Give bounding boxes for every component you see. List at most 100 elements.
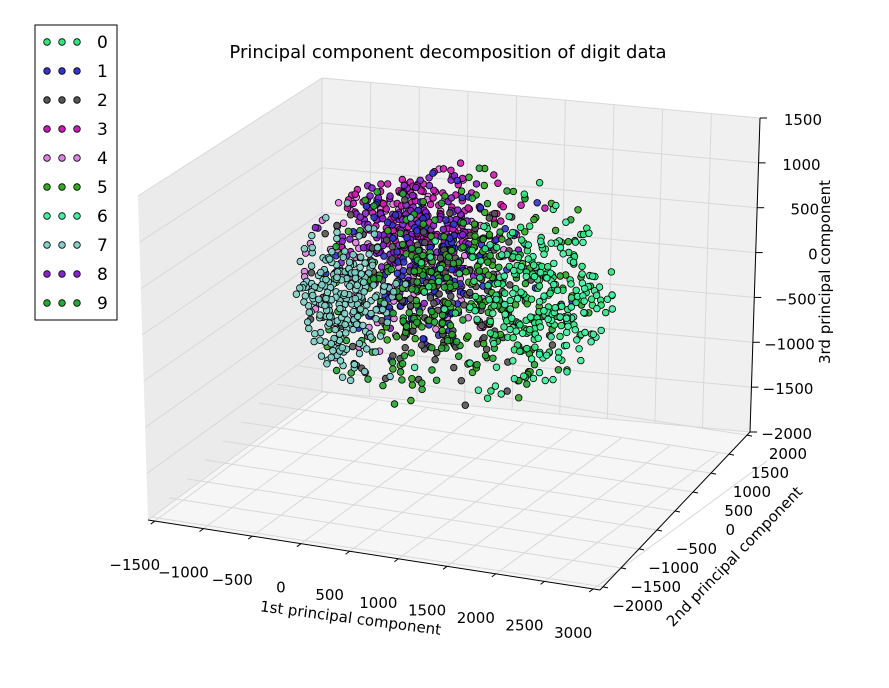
- scatter-point-digit-8: [459, 230, 467, 239]
- scatter-point-digit-7: [308, 231, 316, 240]
- scatter-point-digit-6: [579, 238, 587, 247]
- scatter-point-digit-5: [448, 330, 456, 339]
- scatter-point-digit-7: [359, 321, 367, 330]
- scatter-point-digit-3: [456, 159, 465, 167]
- scatter-point-digit-0: [557, 321, 565, 330]
- scatter-point-digit-0: [506, 296, 514, 305]
- scatter-point-digit-2: [457, 377, 465, 385]
- scatter-point-digit-7: [370, 230, 379, 238]
- scatter-point-digit-6: [563, 368, 571, 376]
- scatter-point-digit-6: [534, 334, 542, 342]
- z-tick-label: −1500: [763, 380, 814, 398]
- scatter-point-digit-8: [472, 180, 481, 188]
- scatter-point-digit-6: [519, 329, 527, 337]
- legend-marker: [73, 299, 81, 307]
- scatter-point-digit-5: [470, 220, 479, 228]
- scatter-point-digit-7: [304, 318, 312, 326]
- scatter-point-digit-8: [361, 209, 370, 217]
- scatter-point-digit-7: [380, 282, 388, 290]
- legend-marker: [43, 212, 51, 220]
- scatter-point-digit-0: [494, 279, 502, 288]
- scatter-point-digit-6: [490, 339, 498, 348]
- scatter-point-digit-9: [523, 380, 531, 388]
- legend-marker: [58, 125, 66, 133]
- scatter-point-digit-9: [431, 216, 439, 224]
- scatter-point-digit-7: [355, 232, 363, 240]
- scatter-point-digit-6: [589, 330, 598, 338]
- scatter-point-digit-0: [544, 263, 552, 271]
- y-tick-label: 500: [724, 502, 753, 520]
- scatter-point-digit-6: [608, 291, 616, 299]
- y-gridline: [258, 402, 712, 474]
- scatter-point-digit-0: [607, 268, 616, 276]
- scatter-point-digit-6: [571, 326, 579, 334]
- scatter-point-digit-4: [334, 199, 343, 207]
- scatter-point-digit-5: [446, 321, 455, 330]
- scatter-point-digit-5: [441, 192, 449, 200]
- x-tick-mark: [150, 520, 156, 525]
- scatter-point-digit-7: [322, 294, 330, 303]
- scatter-point-digit-7: [357, 270, 366, 278]
- scatter-point-digit-7: [333, 228, 341, 236]
- scatter-point-digit-6: [536, 268, 545, 277]
- legend-marker: [58, 270, 66, 278]
- scatter-point-digit-7: [349, 250, 357, 259]
- y-tick-mark: [710, 472, 717, 475]
- legend-marker: [73, 38, 81, 46]
- scatter-point-digit-7: [355, 349, 364, 358]
- scatter-point-digit-2: [388, 243, 396, 251]
- scatter-point-digit-6: [543, 351, 551, 359]
- scatter-point-digit-2: [446, 209, 454, 217]
- scatter-point-digit-9: [554, 366, 563, 374]
- scatter-point-digit-3: [429, 194, 437, 202]
- y-tick-mark: [638, 548, 645, 551]
- scatter-point-digit-6: [466, 303, 474, 311]
- scatter-point-digit-5: [498, 235, 506, 243]
- scatter-point-digit-9: [414, 246, 423, 255]
- z-tick-label: 1500: [784, 111, 822, 129]
- scatter-point-digit-7: [372, 306, 380, 314]
- scatter-point-digit-7: [310, 337, 318, 346]
- scatter-point-digit-6: [553, 286, 562, 294]
- back-vertical-gridline: [369, 82, 372, 397]
- scatter-point-digit-0: [477, 257, 485, 265]
- scatter-point-digit-6: [491, 382, 500, 390]
- legend-marker: [43, 270, 51, 278]
- scatter-point-digit-6: [536, 323, 544, 331]
- y-gridline: [222, 440, 676, 512]
- scatter-point-digit-3: [464, 204, 472, 212]
- scatter-point-digit-7: [341, 320, 349, 329]
- scatter-point-digit-0: [451, 309, 460, 317]
- scatter-point-digit-0: [500, 323, 508, 331]
- scatter-point-digit-7: [371, 293, 379, 301]
- scatter-point-digit-7: [378, 305, 387, 314]
- scatter-point-digit-3: [517, 201, 525, 209]
- scatter-point-digit-7: [407, 214, 415, 222]
- scatter-point-digit-7: [345, 282, 354, 290]
- scatter-point-digit-6: [556, 313, 564, 321]
- scatter-point-digit-6: [595, 283, 604, 291]
- scatter-point-digit-0: [505, 262, 513, 271]
- scatter-point-digit-2: [383, 236, 391, 244]
- legend-marker: [73, 67, 81, 75]
- legend-marker: [43, 241, 51, 249]
- scatter-point-digit-6: [517, 288, 525, 296]
- scatter-point-digit-6: [535, 298, 544, 306]
- scatter-point-digit-9: [373, 188, 381, 196]
- scatter-point-digit-6: [524, 255, 532, 263]
- scatter-point-digit-7: [386, 372, 394, 381]
- legend-marker: [58, 38, 66, 46]
- scatter-point-digit-0: [487, 387, 495, 395]
- scatter-point-digit-7: [367, 309, 375, 318]
- scatter-point-digit-6: [529, 374, 538, 383]
- scatter-point-digit-1: [442, 216, 450, 224]
- scatter-point-digit-9: [475, 267, 483, 275]
- scatter-point-digit-1: [370, 213, 378, 221]
- scatter-point-digit-6: [522, 272, 530, 281]
- scatter-point-digit-9: [530, 361, 539, 369]
- scatter-point-digit-5: [408, 381, 417, 389]
- scatter-point-digit-6: [558, 302, 566, 310]
- x-tick-mark: [345, 550, 350, 555]
- scatter-point-digit-5: [481, 208, 489, 217]
- scatter-point-digit-6: [492, 295, 500, 304]
